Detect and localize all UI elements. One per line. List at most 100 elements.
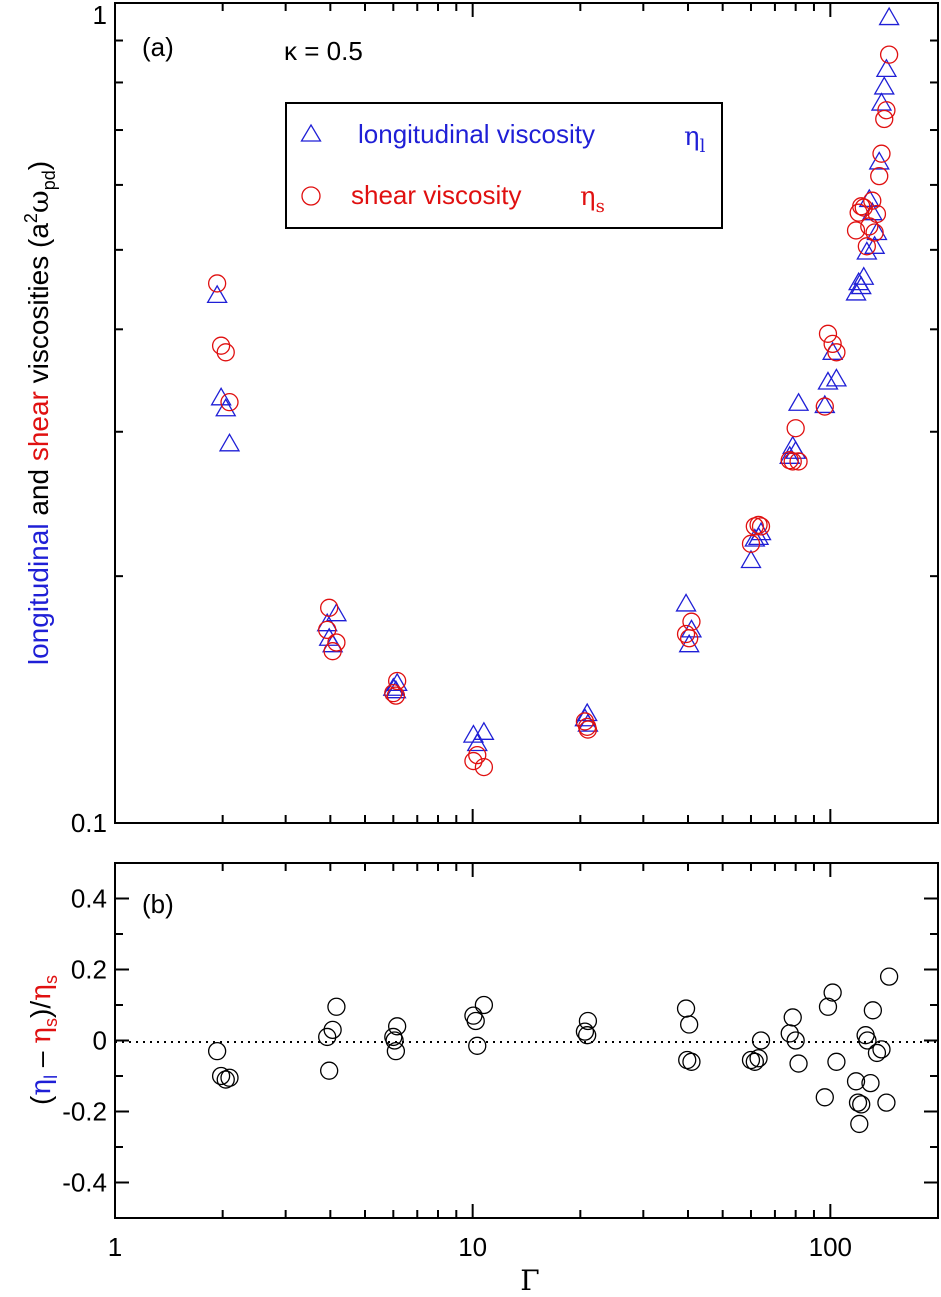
ratio-point <box>877 1093 896 1112</box>
shear-point <box>867 204 887 224</box>
longitudinal-point <box>875 58 898 78</box>
y-axis-title-b: (ηl – ηs)/ηs <box>24 975 61 1105</box>
ratio-point <box>780 1024 799 1043</box>
ratio-point <box>682 1052 701 1071</box>
longitudinal-point <box>678 633 700 653</box>
shear-point <box>682 612 701 631</box>
longitudinal-point <box>386 672 408 692</box>
ratio-point <box>578 1026 597 1045</box>
longitudinal-point <box>740 549 762 569</box>
shear-point <box>877 101 896 120</box>
longitudinal-point <box>318 627 340 646</box>
longitudinal-point <box>206 284 228 304</box>
shear-point <box>220 393 239 412</box>
x-tick-label: 100 <box>809 1232 852 1262</box>
shear-point <box>318 620 337 640</box>
x-axis-title: Γ <box>520 1264 539 1297</box>
ratio-point <box>466 1011 485 1031</box>
ratio-point <box>216 1070 235 1089</box>
ratio-point <box>850 1114 869 1134</box>
ratio-point <box>385 1031 404 1050</box>
legend-shear-symbol: ηs <box>580 182 605 217</box>
ratio-point <box>468 1036 487 1055</box>
shear-point <box>468 745 487 765</box>
longitudinal-point <box>744 528 766 547</box>
y-tick-label: 0.1 <box>71 808 107 838</box>
ratio-point <box>220 1068 239 1087</box>
ratio-point <box>318 1027 337 1047</box>
panel-a-label: (a) <box>142 32 174 62</box>
legend-box <box>285 102 723 229</box>
shear-point <box>783 452 802 471</box>
shear-point <box>846 221 866 240</box>
shear-point <box>676 624 696 644</box>
panel-b-markers <box>207 967 899 1134</box>
longitudinal-point <box>856 241 878 260</box>
ratio-point <box>745 1052 764 1071</box>
panel-a-x-ticks <box>114 3 939 823</box>
shear-point <box>789 452 808 471</box>
longitudinal-point <box>845 282 867 301</box>
ratio-point <box>872 1040 891 1059</box>
shear-point <box>323 642 342 661</box>
shear-point <box>320 598 339 617</box>
longitudinal-point <box>873 76 895 95</box>
longitudinal-point <box>864 235 886 254</box>
shear-point <box>749 515 768 534</box>
shear-point <box>327 633 346 652</box>
ratio-point <box>815 1088 834 1107</box>
longitudinal-point <box>817 371 839 390</box>
ratio-point <box>676 999 696 1018</box>
legend: longitudinal viscosity ηl shear viscosit… <box>285 102 723 229</box>
panel-a: 10.1 (a) κ = 0.5 longitudinal viscosity … <box>21 0 939 838</box>
ratio-point <box>863 1001 883 1020</box>
longitudinal-point <box>825 368 848 387</box>
shear-point <box>823 334 842 353</box>
legend-shear-text: shear viscosity <box>351 180 522 210</box>
x-tick-label: 10 <box>458 1232 487 1262</box>
longitudinal-point <box>325 602 348 622</box>
ratio-point <box>575 1022 595 1041</box>
shear-point <box>464 751 483 771</box>
longitudinal-point <box>853 266 875 285</box>
shear-point <box>852 197 871 216</box>
longitudinal-point <box>878 6 900 26</box>
shear-point <box>857 237 876 256</box>
shear-point <box>386 686 406 705</box>
ratio-point <box>818 997 838 1016</box>
shear-point <box>751 517 771 536</box>
shear-point <box>863 191 882 210</box>
ratio-point <box>327 997 346 1016</box>
shear-point <box>384 683 403 703</box>
panel-b: 0.40.20-0.2-0.4 1 10 100 (b) (ηl – ηs)/ηs … <box>24 862 939 1297</box>
ratio-point <box>852 1095 871 1114</box>
ratio-point <box>783 1008 802 1027</box>
longitudinal-point <box>215 397 237 417</box>
ratio-point <box>846 1072 866 1091</box>
legend-circle-marker <box>301 186 321 206</box>
y-tick-label: -0.4 <box>62 1168 107 1198</box>
ratio-point <box>207 1042 227 1061</box>
longitudinal-point <box>218 433 241 452</box>
ratio-point <box>861 1073 880 1093</box>
y-tick-label: 0.2 <box>71 955 107 985</box>
shear-point <box>388 671 407 691</box>
panel-a-y-ticks: 10.1 <box>71 0 938 838</box>
shear-point <box>879 45 899 64</box>
ratio-point <box>474 995 494 1015</box>
panel-a-frame <box>114 2 939 824</box>
longitudinal-point <box>814 394 836 414</box>
ratio-point <box>858 1031 877 1050</box>
ratio-point <box>823 983 842 1002</box>
shear-point <box>875 109 894 129</box>
ratio-point <box>211 1066 231 1086</box>
ratio-point <box>786 1031 805 1050</box>
shear-point <box>872 144 891 163</box>
shear-point <box>216 343 235 362</box>
ratio-point <box>879 967 899 986</box>
longitudinal-point <box>868 151 890 170</box>
longitudinal-point <box>787 392 810 411</box>
ratio-point <box>680 1015 699 1034</box>
y-tick-label: -0.2 <box>62 1097 107 1127</box>
